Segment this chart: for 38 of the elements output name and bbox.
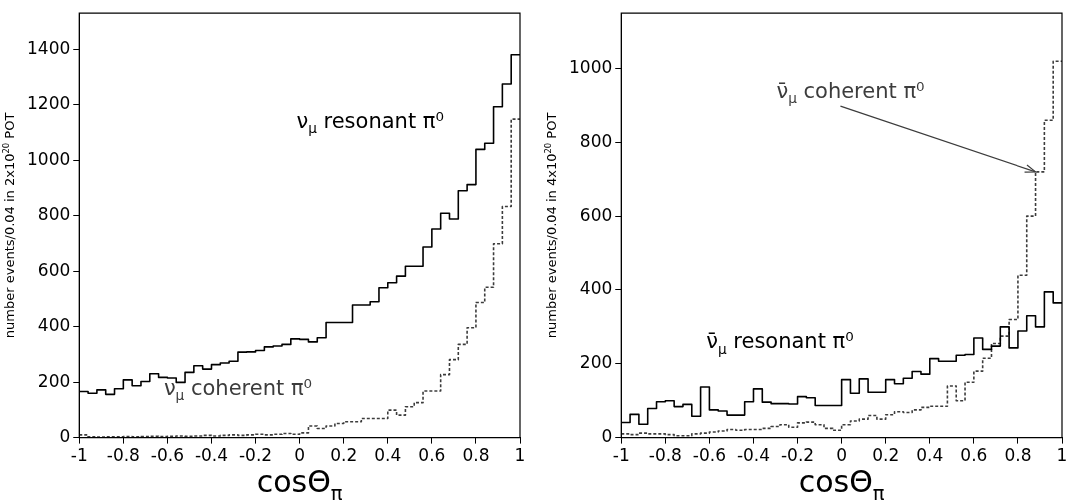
y-axis-title: number events/0.04 in 2x1020 POT — [0, 112, 17, 339]
x-tick-label: -0.8 — [106, 445, 140, 466]
x-tick-label: 0 — [294, 445, 306, 466]
y-tick-label: 200 — [579, 352, 613, 373]
x-tick-label: -0.4 — [736, 445, 771, 466]
y-tick-label: 800 — [37, 204, 71, 225]
y-tick-label: 0 — [59, 426, 71, 447]
x-tick-label: -1 — [70, 445, 88, 466]
x-tick-label: -0.2 — [238, 445, 273, 466]
y-tick-label: 1200 — [27, 93, 71, 114]
y-tick-label: 600 — [37, 259, 71, 280]
x-tick-label: 0.2 — [872, 445, 900, 466]
x-tick-label: -0.6 — [150, 445, 184, 466]
y-tick-label: 0 — [601, 426, 613, 447]
x-tick-label: 0.4 — [374, 445, 402, 466]
x-tick-label: -1 — [612, 445, 630, 466]
y-axis-title: number events/0.04 in 4x1020 POT — [542, 112, 559, 339]
y-tick-label: 1400 — [27, 37, 71, 58]
x-tick-label: 1 — [1056, 445, 1068, 466]
x-tick-label: 0.2 — [330, 445, 358, 466]
x-tick-label: -0.8 — [648, 445, 682, 466]
x-tick-label: -0.6 — [692, 445, 726, 466]
x-tick-label: 1 — [514, 445, 526, 466]
y-tick-label: 400 — [37, 315, 71, 336]
x-tick-label: 0.8 — [462, 445, 490, 466]
y-tick-label: 400 — [579, 278, 613, 299]
y-tick-label: 800 — [579, 130, 613, 151]
x-tick-label: -0.4 — [194, 445, 229, 466]
x-tick-label: 0.6 — [960, 445, 988, 466]
y-tick-label: 1000 — [27, 148, 71, 169]
y-tick-label: 1000 — [569, 56, 613, 77]
x-tick-label: 0.4 — [916, 445, 944, 466]
x-tick-label: 0 — [836, 445, 848, 466]
y-tick-label: 200 — [37, 370, 71, 391]
x-tick-label: 0.6 — [418, 445, 446, 466]
x-tick-label: 0.8 — [1004, 445, 1032, 466]
x-tick-label: -0.2 — [780, 445, 815, 466]
y-tick-label: 600 — [579, 204, 613, 225]
